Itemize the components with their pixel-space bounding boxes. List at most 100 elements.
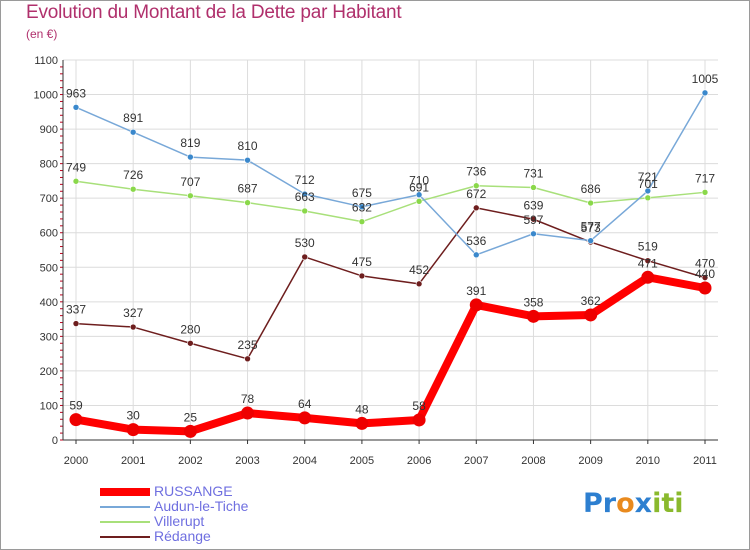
axis-layer: 0 100 200 300 400 500 600 700 800 900 1000 1100 2000… bbox=[34, 55, 718, 467]
x-tick-label: 2003 bbox=[235, 455, 259, 467]
data-point-audun-le-tiche bbox=[301, 190, 309, 198]
data-point-russange bbox=[298, 411, 312, 425]
legend-label-russange: RUSSANGE bbox=[154, 483, 233, 499]
y-tick-label: 300 bbox=[40, 331, 58, 343]
y-tick-label: 700 bbox=[40, 193, 58, 205]
data-label-redange: 519 bbox=[638, 240, 658, 254]
legend-item-russange: RUSSANGE bbox=[100, 484, 248, 499]
data-label-villerupt: 686 bbox=[581, 182, 601, 196]
data-point-redange bbox=[530, 215, 537, 223]
data-point-villerupt bbox=[301, 207, 309, 215]
data-label-redange: 672 bbox=[466, 187, 486, 201]
data-point-audun-le-tiche bbox=[129, 128, 137, 136]
data-point-russange bbox=[241, 406, 255, 420]
data-label-russange: 471 bbox=[638, 256, 658, 270]
data-point-russange bbox=[69, 413, 83, 427]
legend-item-audun-le-tiche: Audun-le-Tiche bbox=[100, 499, 248, 514]
data-label-russange: 25 bbox=[184, 410, 198, 424]
data-point-russange bbox=[698, 281, 712, 295]
data-label-villerupt: 632 bbox=[352, 201, 372, 215]
data-label-audun-le-tiche: 819 bbox=[180, 136, 200, 150]
data-point-villerupt bbox=[244, 199, 251, 206]
proxiti-logo: Proxiti bbox=[583, 488, 684, 519]
data-point-redange bbox=[244, 355, 251, 363]
data-label-audun-le-tiche: 1005 bbox=[692, 72, 719, 86]
data-point-villerupt bbox=[72, 177, 80, 185]
data-point-russange bbox=[183, 424, 197, 438]
y-tick-label: 100 bbox=[40, 400, 58, 412]
data-point-villerupt bbox=[129, 185, 137, 193]
data-label-audun-le-tiche: 810 bbox=[238, 139, 258, 153]
data-label-russange: 59 bbox=[69, 399, 83, 413]
data-point-audun-le-tiche bbox=[244, 156, 251, 164]
data-point-russange bbox=[526, 309, 540, 323]
y-tick-label: 1100 bbox=[34, 55, 58, 67]
data-label-villerupt: 707 bbox=[180, 175, 200, 189]
data-label-audun-le-tiche: 597 bbox=[523, 213, 543, 227]
data-label-russange: 358 bbox=[523, 295, 543, 309]
data-label-audun-le-tiche: 577 bbox=[581, 220, 601, 234]
data-label-russange: 440 bbox=[695, 267, 715, 281]
legend-label-redange: Rédange bbox=[154, 528, 211, 544]
data-label-redange: 530 bbox=[295, 236, 315, 250]
data-point-russange bbox=[355, 416, 369, 430]
data-point-russange bbox=[584, 308, 598, 322]
y-tick-label: 900 bbox=[40, 124, 58, 136]
data-label-audun-le-tiche: 712 bbox=[295, 173, 315, 187]
data-point-audun-le-tiche bbox=[187, 153, 194, 161]
series-line-villerupt bbox=[75, 180, 706, 223]
data-label-redange: 639 bbox=[523, 198, 543, 212]
data-point-audun-le-tiche bbox=[530, 230, 537, 238]
x-tick-label: 2010 bbox=[636, 455, 660, 467]
data-label-redange: 475 bbox=[352, 255, 372, 269]
data-label-redange: 280 bbox=[180, 322, 200, 336]
data-point-villerupt bbox=[358, 218, 366, 225]
data-point-russange bbox=[469, 298, 483, 312]
y-tick-label: 200 bbox=[40, 366, 58, 378]
y-tick-label: 600 bbox=[40, 228, 58, 240]
data-label-villerupt: 663 bbox=[295, 190, 315, 204]
data-label-audun-le-tiche: 536 bbox=[466, 234, 486, 248]
data-label-audun-le-tiche: 675 bbox=[352, 186, 372, 200]
data-label-villerupt: 691 bbox=[409, 180, 429, 194]
series-line-redange bbox=[75, 207, 706, 360]
data-point-russange bbox=[641, 270, 655, 284]
grid-layer bbox=[63, 59, 718, 440]
data-point-villerupt bbox=[701, 189, 709, 196]
y-tick-label: 0 bbox=[52, 435, 58, 447]
data-point-audun-le-tiche bbox=[358, 203, 366, 211]
data-label-villerupt: 717 bbox=[695, 171, 715, 185]
data-point-redange bbox=[129, 323, 137, 331]
data-point-audun-le-tiche bbox=[644, 187, 652, 195]
data-label-villerupt: 736 bbox=[466, 165, 486, 179]
data-point-audun-le-tiche bbox=[587, 237, 594, 244]
data-label-redange: 327 bbox=[123, 306, 143, 320]
data-point-redange bbox=[415, 280, 423, 288]
data-point-villerupt bbox=[187, 192, 194, 200]
data-label-villerupt: 726 bbox=[123, 168, 143, 182]
legend-label-audun-le-tiche: Audun-le-Tiche bbox=[154, 498, 249, 514]
series-line-russange bbox=[72, 273, 709, 436]
data-label-russange: 362 bbox=[581, 294, 601, 308]
data-point-audun-le-tiche bbox=[472, 251, 480, 259]
x-tick-label: 2007 bbox=[464, 455, 488, 467]
y-tick-label: 800 bbox=[40, 159, 58, 171]
y-tick-label: 500 bbox=[40, 262, 58, 274]
data-label-russange: 58 bbox=[412, 399, 426, 413]
legend-swatch-villerupt bbox=[100, 520, 150, 523]
data-point-redange bbox=[644, 257, 652, 265]
legend-swatch-redange bbox=[100, 535, 150, 538]
data-label-audun-le-tiche: 963 bbox=[66, 86, 86, 100]
x-tick-label: 2001 bbox=[121, 455, 145, 467]
x-tick-label: 2004 bbox=[292, 455, 316, 467]
data-point-redange bbox=[701, 274, 709, 281]
data-label-villerupt: 701 bbox=[638, 177, 658, 191]
data-point-redange bbox=[358, 272, 366, 280]
legend-swatch-russange bbox=[100, 487, 150, 496]
data-point-audun-le-tiche bbox=[701, 89, 709, 97]
data-label-russange: 391 bbox=[466, 284, 486, 298]
data-label-russange: 30 bbox=[127, 409, 141, 423]
chart-subtitle: (en €) bbox=[26, 27, 58, 41]
data-point-redange bbox=[301, 253, 309, 261]
